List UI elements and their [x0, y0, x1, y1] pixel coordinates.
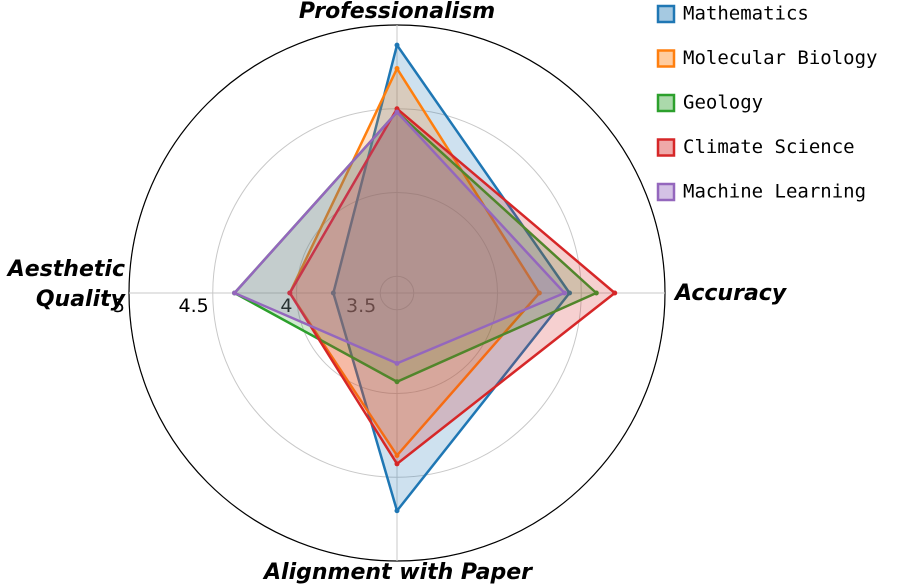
axis-category-label: Aesthetic Quality: [7, 257, 125, 312]
axis-category-label: Accuracy: [675, 281, 787, 306]
r-tick-label: 4: [280, 295, 292, 317]
legend-swatch: [656, 49, 676, 68]
legend-swatch: [656, 93, 676, 113]
series-point: [612, 290, 618, 296]
series-point: [232, 290, 238, 296]
series-point: [330, 290, 336, 296]
series-point: [562, 290, 567, 296]
series-point: [593, 290, 599, 296]
series-point: [287, 290, 293, 296]
axis-category-label: Alignment with Paper: [264, 560, 532, 585]
series-point: [394, 508, 400, 514]
legend-label: Molecular Biology: [683, 47, 877, 69]
r-tick-label: 5: [113, 295, 125, 317]
r-tick-label: 3.5: [346, 295, 376, 317]
legend-label: Climate Science: [683, 136, 855, 158]
legend-label: Geology: [683, 92, 763, 114]
series-point: [394, 360, 400, 366]
legend-label: Machine Learning: [683, 181, 866, 203]
series-point: [394, 109, 400, 115]
series-point: [394, 379, 400, 385]
axis-category-label: Professionalism: [298, 0, 496, 24]
series-point: [567, 290, 573, 296]
legend-swatch: [656, 138, 676, 157]
series-point: [394, 452, 400, 458]
legend-swatch: [656, 182, 676, 202]
series-point: [394, 66, 400, 72]
legend-swatch: [656, 4, 676, 24]
series-point: [394, 42, 400, 48]
r-tick-label: 4.5: [179, 295, 209, 317]
legend-label: Mathematics: [683, 3, 809, 25]
series-point: [394, 461, 400, 467]
legend: Mathematics Molecular Biology Geology Clima…: [656, 3, 877, 203]
series-point: [536, 290, 542, 296]
